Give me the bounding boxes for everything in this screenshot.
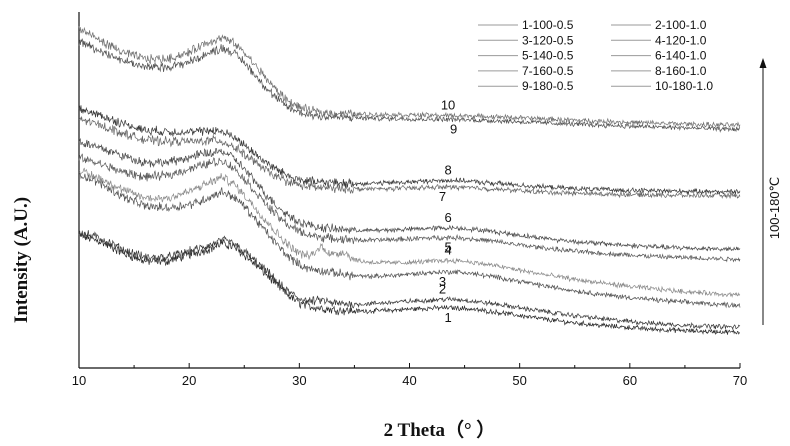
curve-label-8: 8 [444, 162, 451, 177]
curve-label-9: 9 [450, 121, 457, 136]
x-tick-label: 40 [402, 373, 416, 388]
legend-entry-10: 10-180-1.0 [655, 79, 713, 93]
curve-label-6: 6 [444, 210, 451, 225]
x-tick-label: 30 [292, 373, 306, 388]
xrd-chart: 10203040506070 12345678910 2 Theta（° ） I… [0, 0, 790, 446]
series-layer [79, 26, 740, 335]
series-line-7 [79, 117, 740, 199]
legend-entry-9: 9-180-0.5 [522, 79, 574, 93]
series-line-9 [79, 39, 740, 132]
x-ticks: 10 20 30 40 50 60 70 [72, 363, 747, 388]
legend-entry-7: 7-160-0.5 [522, 64, 574, 78]
curve-label-3: 3 [439, 274, 446, 289]
x-tick-label: 50 [512, 373, 526, 388]
legend-entry-8: 8-160-1.0 [655, 64, 707, 78]
x-axis-title: 2 Theta（° ） [384, 418, 496, 441]
legend-entry-3: 3-120-0.5 [522, 33, 574, 47]
x-tick-label: 10 [72, 373, 86, 388]
legend-entry-2: 2-100-1.0 [655, 18, 707, 32]
curve-label-1: 1 [444, 310, 451, 325]
plot-area: 10203040506070 12345678910 [72, 12, 747, 388]
legend-entry-4: 4-120-1.0 [655, 33, 707, 47]
curve-label-5: 5 [444, 240, 451, 255]
curve-label-7: 7 [439, 189, 446, 204]
series-line-1 [79, 233, 740, 335]
y-axis-title: Intensity (A.U.) [11, 197, 32, 323]
x-tick-label: 20 [182, 373, 196, 388]
legend-entry-1: 1-100-0.5 [522, 18, 574, 32]
series-line-2 [79, 230, 740, 329]
x-tick-label: 70 [733, 373, 747, 388]
series-line-10 [79, 26, 740, 127]
series-line-8 [79, 105, 740, 194]
legend-entry-6: 6-140-1.0 [655, 49, 707, 63]
x-tick-label: 60 [623, 373, 637, 388]
curve-labels: 12345678910 [439, 98, 457, 325]
arrow-up-icon [760, 58, 767, 68]
temperature-range-label: 100-180℃ [767, 177, 782, 239]
legend-entry-5: 5-140-0.5 [522, 49, 574, 63]
temperature-arrow: 100-180℃ [760, 58, 783, 325]
curve-label-10: 10 [441, 98, 455, 113]
legend: 1-100-0.5 2-100-1.0 3-120-0.5 4-120-1.0 5-14… [478, 18, 713, 93]
